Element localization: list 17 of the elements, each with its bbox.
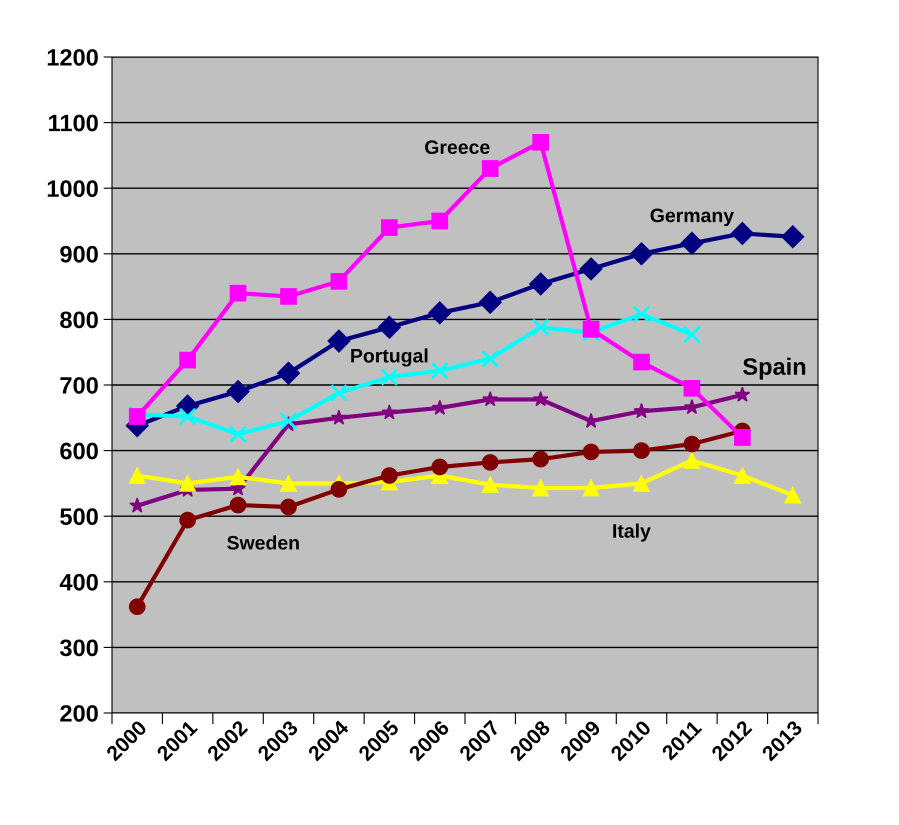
series-label: Greece <box>425 140 490 154</box>
y-tick-label: 800 <box>60 311 98 328</box>
y-tick-label: 700 <box>60 377 98 394</box>
y-tick-label: 600 <box>60 442 98 460</box>
y-tick-label: 900 <box>60 246 98 263</box>
series-label: Portugal <box>351 348 428 367</box>
series-label: Spain <box>743 358 806 380</box>
series-label: Sweden <box>227 535 299 550</box>
y-tick-label: 300 <box>60 639 98 656</box>
y-tick-label: 1100 <box>49 114 98 132</box>
y-tick-label: 500 <box>60 508 98 525</box>
y-tick-label: 1200 <box>48 49 98 66</box>
y-tick-label: 200 <box>60 705 98 722</box>
y-tick-label: 1000 <box>48 180 98 197</box>
series-label: Italy <box>613 524 651 542</box>
y-tick-label: 400 <box>60 574 98 591</box>
series-label: Germany <box>650 208 734 226</box>
